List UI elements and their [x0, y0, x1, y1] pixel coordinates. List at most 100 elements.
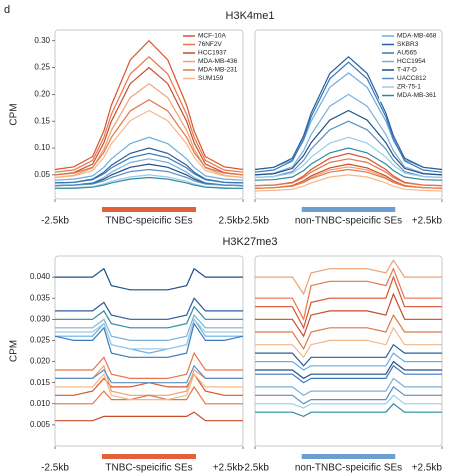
- series-line: [255, 352, 442, 371]
- series-line: [55, 297, 243, 320]
- legend-label: T-47-D: [397, 67, 417, 74]
- plot-frame: [254, 29, 443, 200]
- series-line: [255, 386, 442, 405]
- series-line: [55, 385, 243, 405]
- legend-label: MDA-MB-361: [397, 92, 437, 99]
- y-tick-label: 0.005: [30, 420, 51, 429]
- region-bar: [301, 207, 396, 212]
- series-line: [255, 402, 442, 418]
- series-line: [254, 168, 443, 189]
- y-tick-label: 0.025: [30, 336, 51, 345]
- y-tick-label: 0.10: [34, 143, 50, 152]
- legend-label: MDA-MB-231: [198, 67, 238, 74]
- x-tick-label: 2.5kb: [219, 216, 244, 227]
- legend-label: 76NF2V: [198, 41, 223, 48]
- x-tick-label: +2.5kb: [213, 463, 244, 474]
- plot-frame: [254, 255, 443, 447]
- x-tick-label: -2.5kb: [241, 463, 269, 474]
- series-line: [55, 317, 243, 354]
- y-tick-label: 0.010: [30, 399, 51, 408]
- y-tick-label: 0.05: [34, 170, 50, 179]
- region-label: non-TNBC-speicific SEs: [295, 216, 402, 227]
- series-line: [254, 109, 443, 176]
- series-line: [254, 174, 443, 192]
- series-line: [254, 136, 443, 179]
- region-label: TNBC-speicific SEs: [105, 216, 192, 227]
- series-line: [55, 318, 243, 350]
- region-bar: [301, 454, 396, 459]
- series-line: [255, 343, 442, 367]
- legend-label: ZR-75-1: [397, 84, 421, 91]
- series-line: [254, 93, 443, 176]
- y-tick-label: 0.030: [30, 314, 51, 323]
- series-line: [255, 275, 442, 330]
- series-line: [254, 55, 443, 171]
- series-line: [55, 364, 243, 384]
- plot-frame: [54, 255, 244, 447]
- legend-label: HCC1954: [397, 58, 426, 65]
- x-tick-label: -2.5kb: [41, 216, 69, 227]
- series-line: [54, 82, 244, 179]
- y-tick-label: 0.040: [30, 272, 51, 281]
- series-line: [54, 109, 244, 179]
- series-line: [255, 267, 442, 322]
- series-line: [55, 305, 243, 329]
- legend-label: HCC1937: [198, 50, 227, 57]
- panel-label: d: [4, 4, 10, 16]
- legend-label: UACC812: [397, 75, 427, 82]
- series-line: [255, 377, 442, 397]
- y-axis-label: CPM: [9, 340, 20, 362]
- region-bar: [102, 207, 196, 212]
- y-tick-label: 0.25: [34, 63, 50, 72]
- series-line: [254, 147, 443, 181]
- series-line: [255, 360, 442, 380]
- chart-title: H3K4me1: [226, 10, 275, 22]
- series-line: [55, 313, 243, 341]
- legend-label: MDA-MB-436: [198, 58, 238, 65]
- x-tick-label: +2.5kb: [412, 216, 443, 227]
- series-line: [255, 292, 442, 338]
- region-label: TNBC-speicific SEs: [105, 463, 192, 474]
- plot-frame: [54, 29, 244, 200]
- series-line: [54, 152, 244, 184]
- y-tick-label: 0.020: [30, 357, 51, 366]
- series-line: [54, 136, 244, 181]
- legend-label: MDA-MB-468: [397, 33, 437, 40]
- series-line: [55, 351, 243, 379]
- legend-label: SUM159: [198, 75, 224, 82]
- y-tick-label: 0.20: [34, 89, 50, 98]
- legend-label: AU565: [397, 50, 417, 57]
- y-axis-label: CPM: [9, 103, 20, 125]
- legend-box: [379, 32, 441, 102]
- x-tick-label: -2.5kb: [241, 216, 269, 227]
- series-line: [54, 55, 244, 173]
- series-line: [54, 168, 244, 187]
- series-line: [54, 39, 244, 171]
- series-line: [55, 373, 243, 401]
- series-line: [55, 373, 243, 396]
- series-line: [255, 259, 442, 296]
- series-line: [254, 61, 443, 173]
- series-line: [254, 158, 443, 187]
- region-bar: [102, 454, 196, 459]
- series-line: [254, 163, 443, 189]
- y-tick-label: 0.015: [30, 378, 51, 387]
- series-line: [255, 326, 442, 359]
- y-tick-label: 0.035: [30, 293, 51, 302]
- series-line: [255, 394, 442, 409]
- series-line: [55, 411, 243, 422]
- series-line: [254, 120, 443, 179]
- chart-title: H3K27me3: [222, 236, 277, 248]
- x-tick-label: -2.5kb: [41, 463, 69, 474]
- series-line: [255, 364, 442, 384]
- x-tick-label: +2.5kb: [412, 463, 443, 474]
- series-line: [55, 176, 243, 189]
- series-line: [54, 66, 244, 176]
- y-tick-label: 0.30: [34, 36, 50, 45]
- series-line: [54, 322, 244, 358]
- y-tick-label: 0.15: [34, 116, 50, 125]
- region-label: non-TNBC-speicific SEs: [295, 463, 402, 474]
- legend-label: SKBR3: [397, 41, 419, 48]
- legend-box: [180, 32, 242, 85]
